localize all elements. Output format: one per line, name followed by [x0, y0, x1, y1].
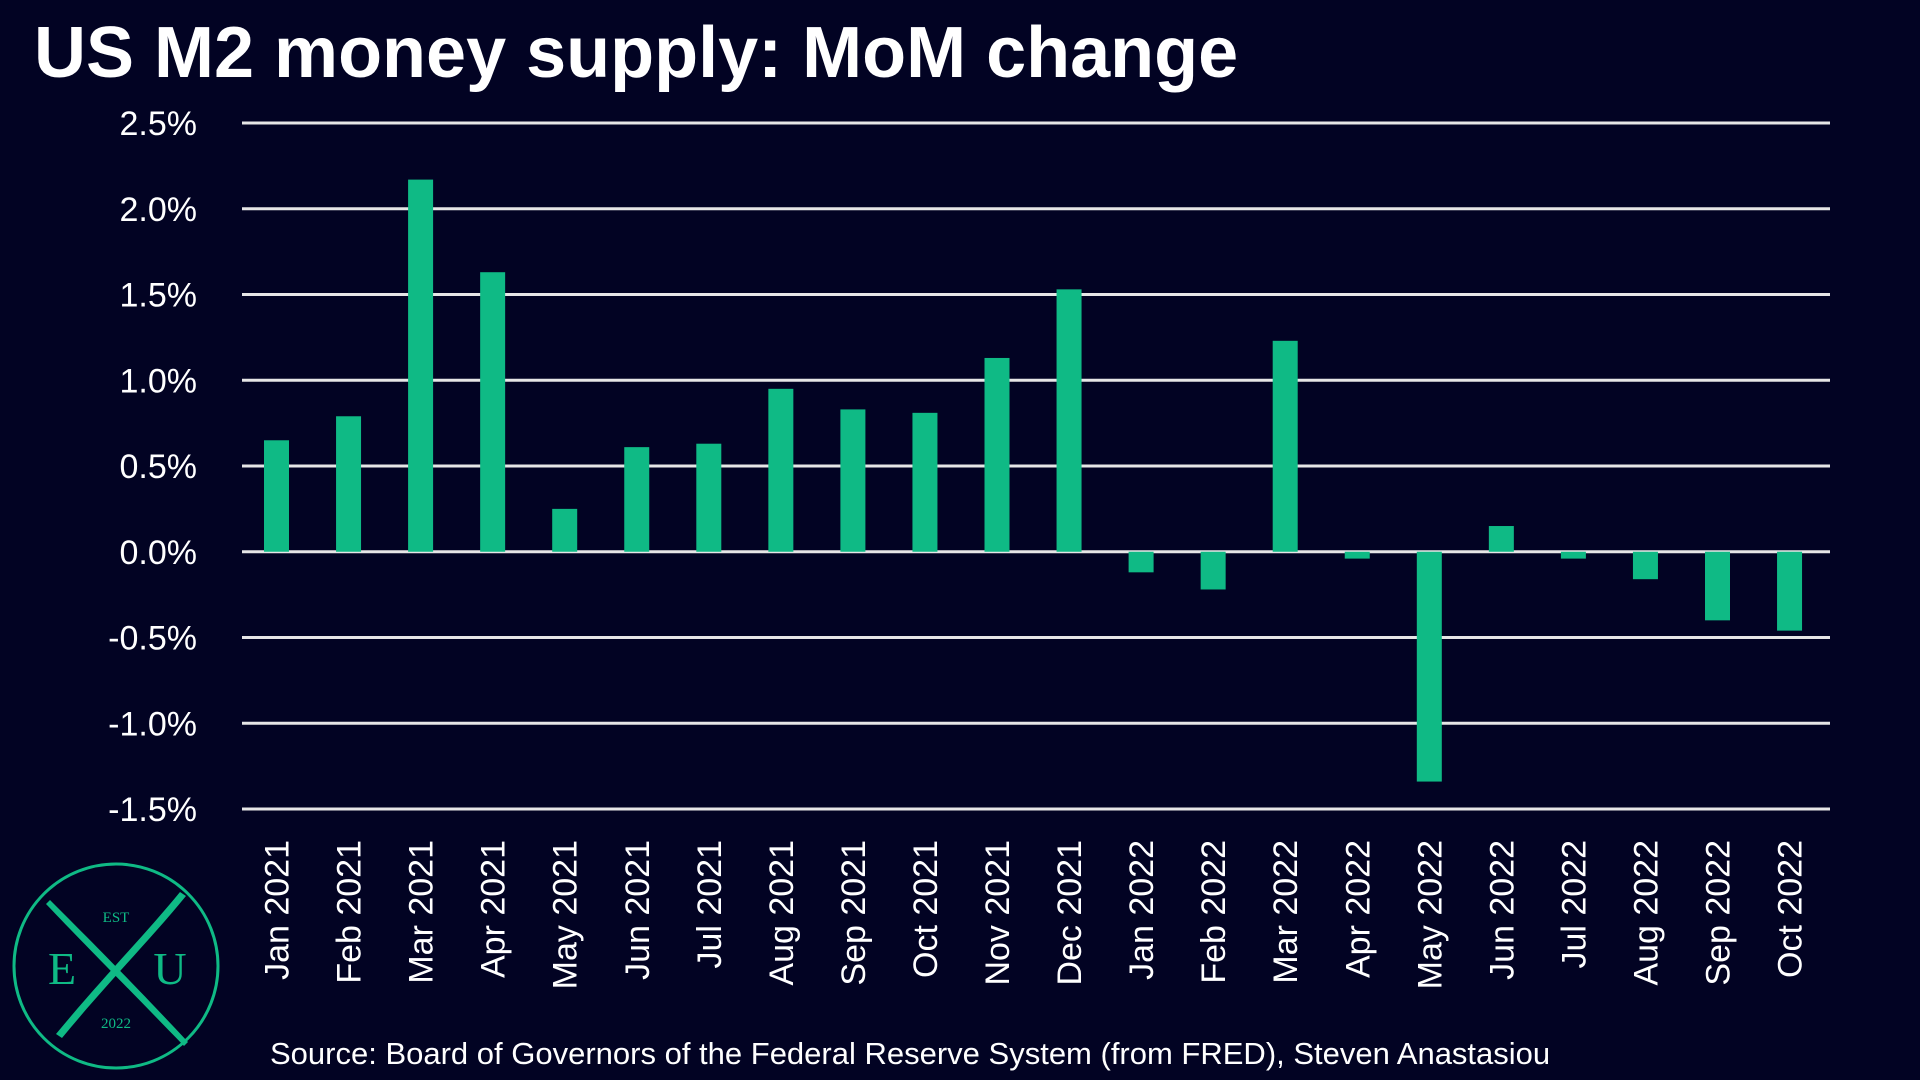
- x-tick-label: Sep 2022: [1700, 840, 1738, 986]
- exu-logo: EST E U 2022: [12, 862, 220, 1070]
- bar-jan-2021: [264, 440, 289, 552]
- x-tick-label: Jul 2022: [1555, 840, 1593, 969]
- x-tick-label: Dec 2021: [1051, 840, 1089, 986]
- x-tick-label: Feb 2021: [331, 840, 369, 984]
- bar-oct-2022: [1777, 551, 1803, 631]
- x-tick-label: Aug 2021: [763, 840, 801, 986]
- x-tick-label: May 2022: [1411, 840, 1449, 989]
- x-tick-label: Nov 2021: [979, 840, 1017, 986]
- logo-stroke-2: [56, 892, 186, 1038]
- bar-feb-2022: [1200, 551, 1226, 590]
- x-tick-label: Apr 2021: [475, 840, 513, 978]
- bar-sep-2022: [1705, 551, 1730, 621]
- logo-bottom-text: 2022: [101, 1016, 131, 1032]
- x-tick-label: Apr 2022: [1339, 840, 1377, 978]
- bar-jul-2022: [1560, 551, 1586, 559]
- x-tick-label: Jun 2021: [619, 840, 657, 980]
- y-tick-label: 1.5%: [120, 277, 198, 315]
- bar-jul-2021: [696, 443, 722, 552]
- bar-apr-2022: [1344, 551, 1370, 559]
- x-axis-tick-labels: Jan 2021 Feb 2021 Mar 2021 Apr 2021 May 2021…: [259, 840, 1810, 989]
- x-tick-label: Mar 2022: [1267, 840, 1305, 984]
- y-tick-label: 0.0%: [120, 534, 198, 572]
- bar-mar-2021: [408, 179, 434, 552]
- bar-oct-2021: [912, 412, 938, 552]
- x-tick-label: Aug 2022: [1627, 840, 1665, 986]
- x-tick-label: Mar 2021: [403, 840, 441, 984]
- bar-sep-2021: [840, 409, 866, 552]
- bar-aug-2021: [768, 388, 794, 552]
- bar-may-2021: [552, 508, 578, 552]
- y-tick-label: 0.5%: [120, 448, 198, 486]
- bar-mar-2022: [1272, 340, 1298, 552]
- bar-may-2022: [1416, 551, 1442, 782]
- chart-title: US M2 money supply: MoM change: [34, 13, 1239, 93]
- y-axis-tick-labels: 2.5% 2.0% 1.5% 1.0% 0.5% 0.0% -0.5% -1.0% -1.5%: [108, 105, 197, 829]
- grid-lines: [242, 121, 1830, 811]
- bars: [264, 179, 1803, 782]
- source-note: Source: Board of Governors of the Federa…: [270, 1036, 1551, 1071]
- bar-jun-2021: [624, 447, 650, 552]
- bar-apr-2021: [480, 272, 506, 552]
- bar-jun-2022: [1488, 526, 1514, 552]
- x-tick-label: Jul 2021: [691, 840, 729, 969]
- y-tick-label: -1.0%: [108, 705, 197, 743]
- x-tick-label: Jun 2022: [1483, 840, 1521, 980]
- bar-aug-2022: [1632, 551, 1658, 580]
- y-tick-label: 1.0%: [120, 362, 198, 400]
- bar-jan-2022: [1128, 551, 1154, 573]
- logo-ring: [12, 862, 220, 1070]
- x-tick-label: May 2021: [547, 840, 585, 989]
- x-tick-label: Jan 2021: [259, 840, 297, 980]
- logo-left-letter: E: [48, 943, 76, 994]
- x-tick-label: Jan 2022: [1123, 840, 1161, 980]
- x-tick-label: Oct 2022: [1772, 840, 1810, 978]
- y-tick-label: 2.0%: [120, 191, 198, 229]
- y-tick-label: 2.5%: [120, 105, 198, 143]
- bar-dec-2021: [1056, 289, 1082, 552]
- x-tick-label: Feb 2022: [1195, 840, 1233, 984]
- bar-nov-2021: [984, 357, 1010, 552]
- logo-right-letter: U: [153, 943, 186, 994]
- bar-feb-2021: [336, 416, 362, 552]
- x-tick-label: Oct 2021: [907, 840, 945, 978]
- logo-top-text: EST: [103, 910, 130, 926]
- y-tick-label: -0.5%: [108, 620, 197, 658]
- y-tick-label: -1.5%: [108, 791, 197, 829]
- x-tick-label: Sep 2021: [835, 840, 873, 986]
